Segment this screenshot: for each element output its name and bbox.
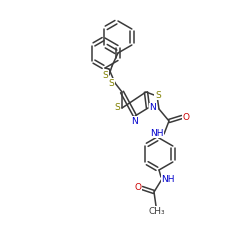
Text: NH: NH xyxy=(161,174,175,184)
Text: S: S xyxy=(155,90,161,100)
Text: O: O xyxy=(182,112,190,122)
Text: N: N xyxy=(150,104,156,112)
Text: N: N xyxy=(132,116,138,126)
Text: O: O xyxy=(134,184,141,192)
Text: S: S xyxy=(114,104,120,112)
Text: CH₃: CH₃ xyxy=(149,206,165,216)
Text: S: S xyxy=(102,70,108,80)
Text: NH: NH xyxy=(150,128,164,138)
Text: S: S xyxy=(108,78,114,88)
